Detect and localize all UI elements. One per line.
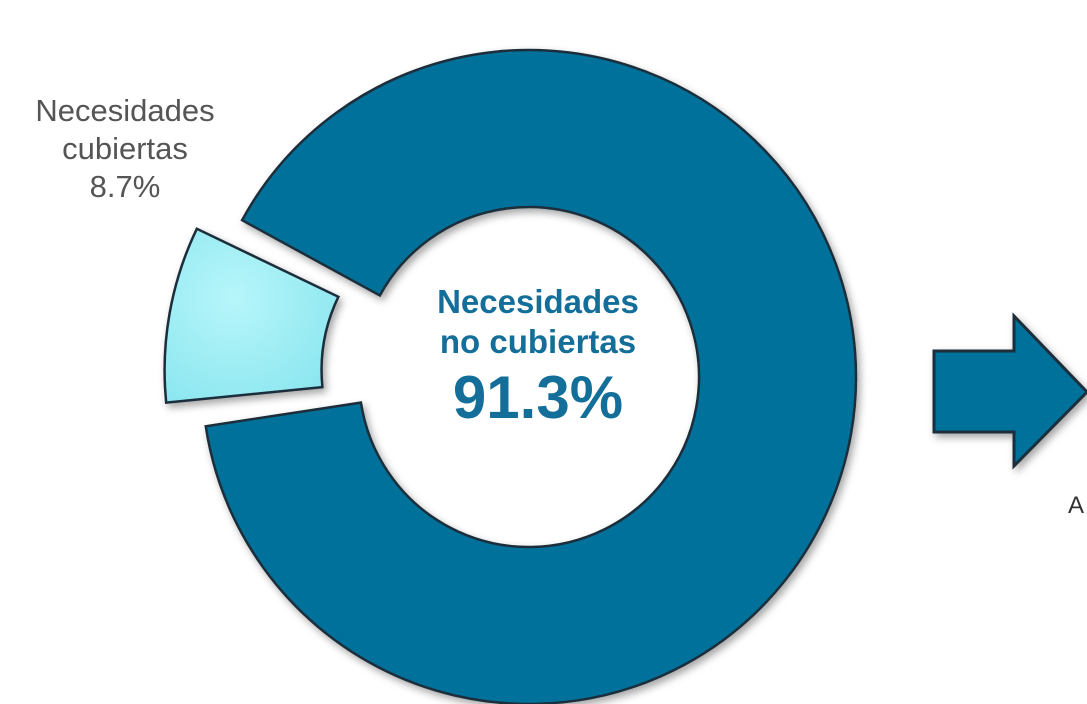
right-arrow-icon (932, 312, 1087, 470)
slice-name-line2: cubiertas (62, 131, 188, 166)
slice-name-line1: Necesidades (437, 283, 639, 320)
slice-value: 8.7% (89, 169, 161, 204)
slice-name-line2: no cubiertas (439, 323, 637, 360)
slice-cubiertas (163, 227, 341, 405)
slice-label-cubiertas: Necesidades cubiertas 8.7% (0, 92, 250, 206)
slice-label-no-cubiertas: Necesidades no cubiertas 91.3% (388, 282, 688, 434)
slice-no-cubiertas (204, 48, 858, 704)
slice-name-line1: Necesidades (35, 93, 215, 128)
arrow-caption: A (1068, 492, 1085, 519)
slice-value: 91.3% (452, 364, 624, 431)
